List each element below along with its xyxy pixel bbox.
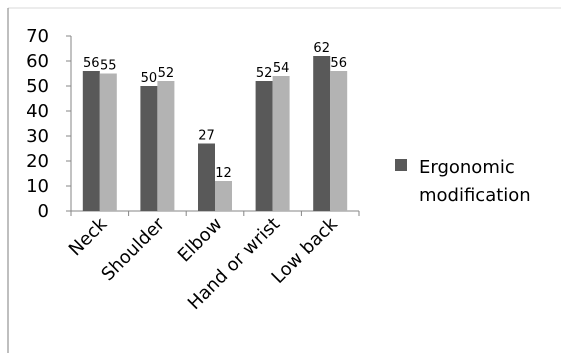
category-label: Elbow [174, 214, 227, 267]
legend-label: Ergonomic [419, 157, 515, 178]
legend: Ergonomic modification [395, 157, 531, 206]
data-label: 52 [256, 66, 273, 81]
bar-series-1-neck [82, 71, 100, 211]
data-label: 50 [141, 71, 158, 86]
y-tick-label: 30 [26, 126, 49, 147]
legend-label: modification [419, 185, 531, 206]
y-tick-label: 50 [26, 76, 49, 97]
bar-series-1-hand-or-wrist [255, 81, 273, 211]
legend-swatch [395, 159, 407, 171]
bar-series-2-hand-or-wrist [272, 76, 290, 211]
bar-series-1-low-back [313, 56, 331, 211]
data-label: 62 [313, 41, 330, 56]
bar-series-1-elbow [198, 143, 215, 211]
bar-series-2-elbow [215, 181, 232, 211]
y-tick-label: 20 [26, 151, 49, 172]
category-label: Neck [65, 213, 112, 260]
data-label: 54 [273, 61, 290, 76]
data-label: 55 [100, 59, 117, 74]
data-label: 56 [330, 56, 347, 71]
data-label: 27 [198, 129, 215, 144]
y-tick-label: 60 [26, 51, 49, 72]
y-tick-label: 10 [26, 176, 49, 197]
bar-series-2-shoulder [157, 81, 175, 211]
data-label: 56 [83, 56, 100, 71]
bar-series-2-low-back [330, 71, 348, 211]
bar-series-2-neck [99, 73, 117, 211]
y-tick-label: 0 [38, 201, 49, 222]
category-label: Shoulder [97, 213, 169, 285]
y-axis: 0 10 20 30 40 50 60 70 [26, 26, 72, 222]
bars [82, 56, 348, 211]
bar-series-1-shoulder [140, 86, 158, 211]
data-label: 52 [158, 66, 175, 81]
y-tick-label: 40 [26, 101, 49, 122]
data-label: 12 [215, 166, 232, 181]
x-axis [70, 210, 360, 216]
y-tick-label: 70 [26, 26, 49, 47]
